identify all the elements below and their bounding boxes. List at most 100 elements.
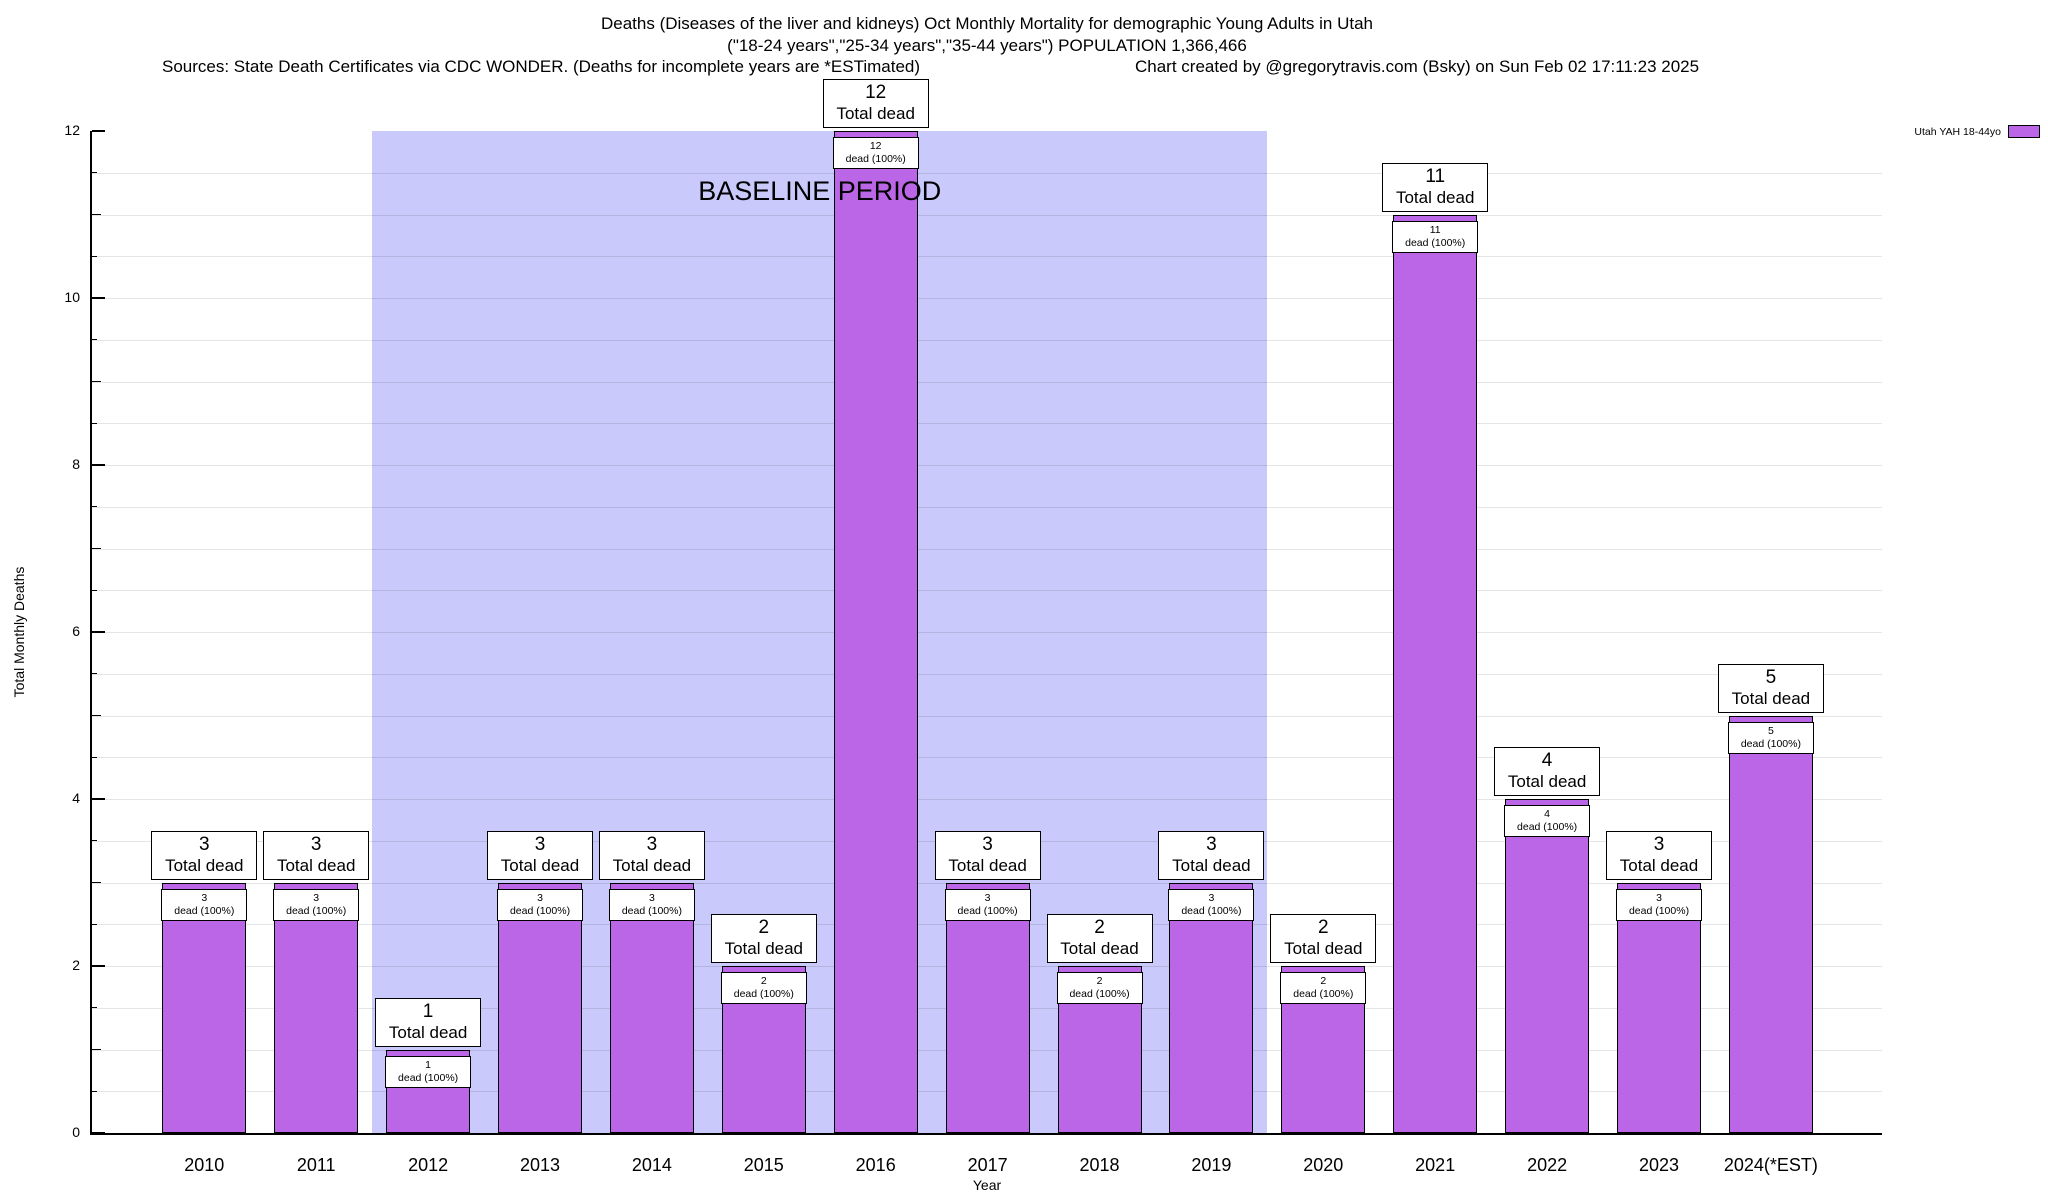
bar-total-text: Total dead bbox=[1060, 939, 1139, 958]
bar-2023 bbox=[1617, 882, 1701, 1133]
gridline bbox=[92, 632, 1882, 633]
bar-inner-label: 2 dead (100%) bbox=[1056, 972, 1143, 1004]
bar-inner-count: 3 bbox=[201, 891, 208, 904]
bar-2010 bbox=[162, 882, 247, 1133]
bar-inner-count: 3 bbox=[537, 891, 543, 904]
y-minor-tick bbox=[92, 715, 101, 716]
bar-inner-text: dead (100%) bbox=[733, 988, 794, 1000]
bar-inner-count: 2 bbox=[1096, 975, 1103, 987]
y-minor-tick bbox=[92, 214, 101, 215]
bar-inner-label: 11 dead (100%) bbox=[1392, 220, 1479, 253]
x-category-label: 2021 bbox=[1415, 1155, 1456, 1175]
bar-total-text: Total dead bbox=[1395, 187, 1475, 207]
y-tick bbox=[92, 464, 105, 466]
bar-total-count: 5 bbox=[1765, 666, 1777, 688]
x-axis-line bbox=[90, 1133, 1882, 1135]
bar-inner-label: 3 dead (100%) bbox=[608, 888, 695, 921]
bar-inner-count: 3 bbox=[1656, 891, 1662, 904]
gridline bbox=[92, 214, 1882, 216]
bar-total-label: 12 Total dead bbox=[822, 79, 929, 128]
x-category-label: 2010 bbox=[184, 1155, 225, 1175]
bar-inner-text: dead (100%) bbox=[1181, 904, 1242, 917]
bar-2021 bbox=[1393, 214, 1478, 1133]
bar-total-text: Total dead bbox=[1507, 772, 1587, 791]
y-tick-label: 6 bbox=[72, 623, 80, 639]
gridline bbox=[92, 673, 1882, 675]
bar-total-text: Total dead bbox=[388, 1022, 468, 1042]
bar-inner-label: 3 dead (100%) bbox=[161, 888, 248, 921]
gridline bbox=[92, 715, 1882, 717]
bar-inner-label: 2 dead (100%) bbox=[720, 972, 807, 1004]
y-axis-line bbox=[90, 131, 92, 1135]
bar-total-count: 3 bbox=[310, 833, 322, 855]
chart-subtitle: ("18-24 years","25-34 years","35-44 year… bbox=[727, 36, 1247, 55]
bar-inner-label: 3 dead (100%) bbox=[1168, 888, 1255, 921]
bar-total-text: Total dead bbox=[1172, 855, 1251, 875]
y-minor-tick bbox=[92, 923, 97, 925]
y-minor-tick bbox=[92, 422, 97, 424]
bar-inner-text: dead (100%) bbox=[1517, 821, 1578, 833]
y-minor-tick bbox=[92, 1090, 97, 1092]
bar-inner-label: 1 dead (100%) bbox=[385, 1055, 472, 1088]
bar-inner-label: 2 dead (100%) bbox=[1280, 972, 1367, 1004]
bar-total-label: 2 Total dead bbox=[1270, 914, 1377, 963]
bar-2017 bbox=[945, 882, 1030, 1133]
bar-inner-label: 5 dead (100%) bbox=[1727, 721, 1814, 754]
bar-total-count: 3 bbox=[646, 833, 658, 855]
bar-2016 bbox=[833, 131, 918, 1133]
y-minor-tick bbox=[92, 1007, 97, 1009]
bar-total-label: 2 Total dead bbox=[710, 914, 817, 963]
bar-inner-text: dead (100%) bbox=[398, 1071, 459, 1084]
bar-inner-count: 11 bbox=[1429, 223, 1441, 236]
bar-inner-label: 3 dead (100%) bbox=[944, 888, 1031, 921]
x-category-label: 2018 bbox=[1079, 1155, 1120, 1175]
x-category-label: 2015 bbox=[743, 1155, 784, 1175]
bar-total-label: 3 Total dead bbox=[1158, 830, 1265, 880]
gridline bbox=[92, 381, 1882, 383]
y-tick-label: 2 bbox=[72, 957, 80, 973]
y-tick-label: 8 bbox=[72, 456, 80, 472]
bar-inner-count: 3 bbox=[984, 891, 991, 904]
y-minor-tick bbox=[92, 255, 97, 257]
bar-total-label: 2 Total dead bbox=[1046, 914, 1153, 963]
y-minor-tick bbox=[92, 381, 101, 382]
y-minor-tick bbox=[92, 840, 97, 842]
bar-inner-label: 3 dead (100%) bbox=[1616, 888, 1702, 921]
baseline-period-label: BASELINE PERIOD bbox=[698, 176, 942, 206]
bar-total-text: Total dead bbox=[724, 939, 804, 958]
bar-2024(*EST) bbox=[1728, 715, 1813, 1133]
x-category-label: 2017 bbox=[967, 1155, 1008, 1175]
gridline bbox=[92, 590, 1882, 592]
bar-inner-text: dead (100%) bbox=[1405, 236, 1466, 249]
bar-inner-count: 3 bbox=[1208, 891, 1215, 904]
bar-inner-count: 2 bbox=[1320, 975, 1327, 987]
y-tick bbox=[92, 965, 105, 967]
bar-inner-count: 12 bbox=[869, 140, 882, 152]
y-minor-tick bbox=[92, 172, 97, 174]
bar-total-text: Total dead bbox=[836, 104, 915, 123]
x-category-label: 2022 bbox=[1527, 1155, 1568, 1175]
bar-total-label: 1 Total dead bbox=[375, 997, 482, 1047]
gridline bbox=[92, 423, 1882, 425]
y-minor-tick bbox=[92, 506, 97, 508]
bar-inner-count: 2 bbox=[760, 975, 767, 987]
bar-inner-text: dead (100%) bbox=[1740, 737, 1801, 750]
gridline bbox=[92, 506, 1882, 508]
bar-inner-count: 5 bbox=[1767, 724, 1774, 737]
x-category-label: 2013 bbox=[519, 1155, 561, 1175]
bar-total-count: 3 bbox=[1653, 833, 1665, 855]
sources-note: Sources: State Death Certificates via CD… bbox=[162, 57, 921, 76]
bar-total-label: 3 Total dead bbox=[151, 830, 258, 880]
y-minor-tick bbox=[92, 589, 97, 591]
bar-total-text: Total dead bbox=[948, 855, 1027, 875]
gridline bbox=[92, 298, 1882, 299]
bar-inner-label: 3 dead (100%) bbox=[497, 888, 583, 921]
gridline bbox=[92, 757, 1882, 759]
bar-total-label: 4 Total dead bbox=[1494, 747, 1601, 796]
bar-total-count: 3 bbox=[1206, 833, 1217, 855]
bar-total-count: 2 bbox=[1094, 917, 1105, 938]
x-category-label: 2016 bbox=[855, 1155, 896, 1175]
y-tick-label: 4 bbox=[72, 790, 80, 806]
